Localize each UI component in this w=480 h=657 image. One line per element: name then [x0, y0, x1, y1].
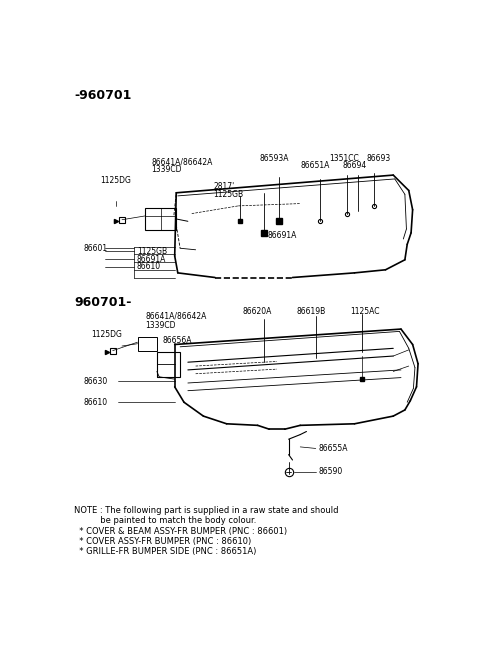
FancyBboxPatch shape	[157, 352, 180, 377]
Text: 2817': 2817'	[214, 182, 235, 191]
Text: -960701: -960701	[74, 89, 132, 102]
Text: * GRILLE-FR BUMPER SIDE (PNC : 86651A): * GRILLE-FR BUMPER SIDE (PNC : 86651A)	[74, 547, 256, 556]
Text: 86641A/86642A: 86641A/86642A	[152, 158, 213, 166]
Text: 1125AC: 1125AC	[350, 307, 380, 316]
Text: 1125GB: 1125GB	[214, 190, 243, 199]
Text: 86610: 86610	[83, 397, 108, 407]
Text: * COVER & BEAM ASSY-FR BUMPER (PNC : 86601): * COVER & BEAM ASSY-FR BUMPER (PNC : 866…	[74, 527, 287, 536]
Text: 1125DG: 1125DG	[100, 176, 131, 185]
Text: 86694: 86694	[343, 162, 367, 170]
Text: 86656A: 86656A	[162, 336, 192, 345]
Text: 86641A/86642A: 86641A/86642A	[145, 311, 206, 321]
Text: 86655A: 86655A	[318, 444, 348, 453]
Text: 86691A: 86691A	[137, 254, 166, 263]
Text: 86619B: 86619B	[296, 307, 325, 316]
Text: be painted to match the body colour.: be painted to match the body colour.	[74, 516, 256, 526]
Text: 1125DG: 1125DG	[91, 330, 122, 339]
Text: 86693: 86693	[366, 154, 390, 163]
Text: 86620A: 86620A	[242, 307, 272, 316]
Text: * COVER ASSY-FR BUMPER (PNC : 86610): * COVER ASSY-FR BUMPER (PNC : 86610)	[74, 537, 251, 546]
FancyBboxPatch shape	[145, 208, 176, 230]
Text: 86630: 86630	[83, 377, 108, 386]
Text: 960701-: 960701-	[74, 296, 132, 309]
FancyBboxPatch shape	[137, 337, 157, 351]
Text: 1339CD: 1339CD	[145, 321, 176, 330]
Text: 86590: 86590	[318, 467, 342, 476]
Text: 86601: 86601	[83, 244, 108, 253]
Text: 86610: 86610	[137, 262, 161, 271]
Text: 1351CC: 1351CC	[330, 154, 360, 163]
Text: NOTE : The following part is supplied in a raw state and should: NOTE : The following part is supplied in…	[74, 505, 338, 514]
Text: 1339CD: 1339CD	[152, 165, 182, 174]
Text: 86651A: 86651A	[300, 162, 330, 170]
Text: 86593A: 86593A	[259, 154, 288, 163]
Text: 86691A: 86691A	[268, 231, 297, 240]
Text: 1125GB: 1125GB	[137, 247, 167, 256]
